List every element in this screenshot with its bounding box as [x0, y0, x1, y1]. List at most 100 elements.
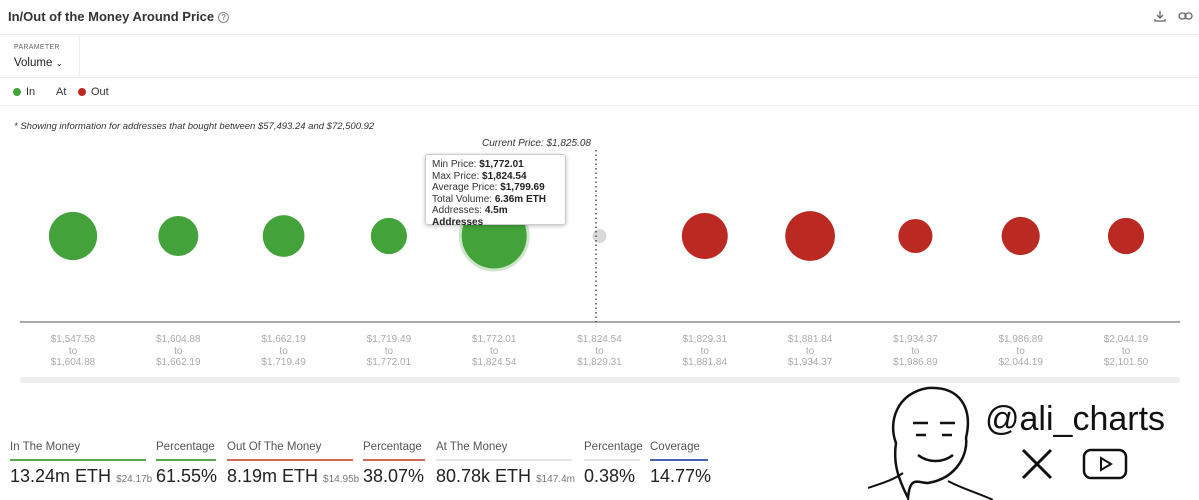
- stat-usd: $147.4m: [536, 474, 575, 485]
- tick-part: $1,604.88: [50, 357, 96, 368]
- stat-value: 0.38%: [584, 466, 635, 487]
- bubble-in[interactable]: [370, 217, 407, 255]
- question-circle-icon[interactable]: ?: [218, 12, 230, 23]
- tick-part: to: [700, 345, 709, 357]
- tooltip-value: $1,772.01: [479, 159, 524, 170]
- x-tick-label: $1,604.88 to $1,662.19: [133, 334, 223, 369]
- info-note: * Showing information for addresses that…: [14, 121, 375, 132]
- x-tick-label: $1,824.54 to $1,829.31: [555, 334, 645, 369]
- legend-out[interactable]: Out: [78, 86, 109, 98]
- stat-underline: [584, 459, 640, 461]
- bubble-out[interactable]: [1001, 216, 1040, 256]
- stat-value: 13.24m ETH $24.17b: [10, 466, 152, 487]
- bubble-in[interactable]: [262, 215, 305, 257]
- stat-underline: [650, 459, 708, 461]
- stat-value-text: 61.55%: [156, 466, 218, 486]
- legend-label: In: [26, 86, 36, 98]
- bubble-at[interactable]: [592, 229, 607, 243]
- tooltip-value: $1,799.69: [500, 182, 545, 193]
- page-title: In/Out of the Money Around Price?: [8, 9, 230, 24]
- chart-scrollbar[interactable]: [20, 377, 1180, 383]
- stat-value: 61.55%: [156, 466, 217, 487]
- parameter-select[interactable]: Volume ⌄: [14, 57, 63, 69]
- tick-part: $1,719.49: [261, 357, 306, 368]
- tooltip-row: Average Price: $1,799.69: [432, 182, 559, 194]
- stat-underline: [10, 459, 146, 461]
- bubble-in[interactable]: [48, 211, 98, 261]
- stat-label: Percentage: [584, 441, 643, 453]
- tooltip: Min Price: $1,772.01 Max Price: $1,824.54…: [425, 154, 566, 228]
- tick-part: $1,881.84: [787, 334, 833, 345]
- bubble-out[interactable]: [1107, 217, 1145, 255]
- avatar-drawing: [868, 386, 993, 500]
- tooltip-row: Addresses: 4.5m Addresses: [432, 205, 559, 228]
- tooltip-key: Total Volume:: [432, 193, 495, 205]
- stat-value-text: 80.78k ETH: [436, 466, 532, 486]
- tick-part: $1,662.19: [261, 334, 306, 345]
- legend-at[interactable]: At: [56, 86, 66, 98]
- stat-label: In The Money: [10, 441, 81, 453]
- stat-usd: $14.95b: [323, 474, 360, 485]
- tick-part: $1,547.58: [50, 334, 96, 345]
- tick-part: $1,829.31: [577, 357, 622, 368]
- x-logo-icon[interactable]: [1020, 447, 1054, 481]
- tooltip-value: $1,824.54: [482, 170, 527, 182]
- parameter-label: PARAMETER: [14, 44, 60, 51]
- divider: [0, 105, 1199, 106]
- link-icon[interactable]: [1178, 9, 1194, 23]
- bubble-out[interactable]: [681, 213, 728, 259]
- bubble-out[interactable]: [785, 211, 835, 261]
- tick-part: $1,934.37: [893, 334, 938, 345]
- tooltip-value: 4.5m Addresses: [432, 205, 508, 228]
- tick-part: to: [490, 345, 499, 357]
- x-tick-label: $1,772.01 to $1,824.54: [449, 334, 539, 369]
- stat-label: Out Of The Money: [227, 441, 322, 453]
- tick-part: $1,824.54: [471, 357, 517, 368]
- tick-part: to: [1016, 345, 1025, 357]
- tooltip-key: Average Price:: [432, 182, 501, 193]
- tick-part: $1,772.01: [366, 357, 412, 368]
- tick-part: to: [1121, 345, 1131, 357]
- tick-part: $2,044.19: [1103, 334, 1149, 345]
- legend-dot: [78, 88, 86, 96]
- stat-value: 80.78k ETH $147.4m: [436, 466, 575, 487]
- youtube-icon[interactable]: [1082, 447, 1128, 481]
- legend-in[interactable]: In: [13, 86, 35, 98]
- x-tick-label: $1,986.89 to $2,044.19: [976, 334, 1066, 369]
- brand-handle: @ali_charts: [985, 400, 1166, 438]
- tooltip-key: Addresses:: [432, 205, 485, 216]
- stat-value: 8.19m ETH $14.95b: [227, 466, 359, 487]
- tooltip-key: Min Price:: [432, 159, 480, 170]
- x-tick-label: $1,662.19 to $1,719.49: [239, 334, 329, 369]
- stat-label: Percentage: [156, 441, 215, 453]
- stat-label: At The Money: [436, 441, 508, 453]
- tick-part: to: [68, 345, 78, 357]
- tick-part: $1,824.54: [577, 334, 622, 345]
- x-tick-label: $1,547.58 to $1,604.88: [28, 334, 118, 369]
- stat-value-text: 0.38%: [584, 466, 636, 486]
- divider: [79, 34, 80, 77]
- tick-part: $1,986.89: [998, 334, 1043, 345]
- stat-underline: [227, 459, 353, 461]
- stat-usd: $24.17b: [116, 474, 153, 485]
- tick-part: $1,719.49: [366, 334, 412, 345]
- stat-label: Percentage: [363, 441, 422, 453]
- tick-part: $1,604.88: [156, 334, 201, 345]
- x-tick-label: $1,934.37 to $1,986.89: [870, 334, 960, 369]
- divider: [0, 77, 1199, 78]
- title-text: In/Out of the Money Around Price: [8, 9, 215, 24]
- tooltip-row: Total Volume: 6.36m ETH: [432, 194, 559, 206]
- tick-part: to: [279, 345, 288, 357]
- legend-label: Out: [91, 86, 109, 98]
- legend-label: At: [56, 86, 67, 98]
- x-tick-label: $1,881.84 to $1,934.37: [765, 334, 855, 369]
- stat-underline: [436, 459, 572, 461]
- stat-value: 14.77%: [650, 466, 711, 487]
- bubble-out[interactable]: [898, 218, 933, 254]
- stat-value-text: 8.19m ETH: [227, 466, 319, 486]
- download-icon[interactable]: [1153, 9, 1167, 23]
- stat-value: 38.07%: [363, 466, 424, 487]
- stat-value-text: 13.24m ETH: [10, 466, 112, 486]
- tooltip-value: 6.36m ETH: [494, 193, 546, 205]
- bubble-in[interactable]: [158, 216, 199, 256]
